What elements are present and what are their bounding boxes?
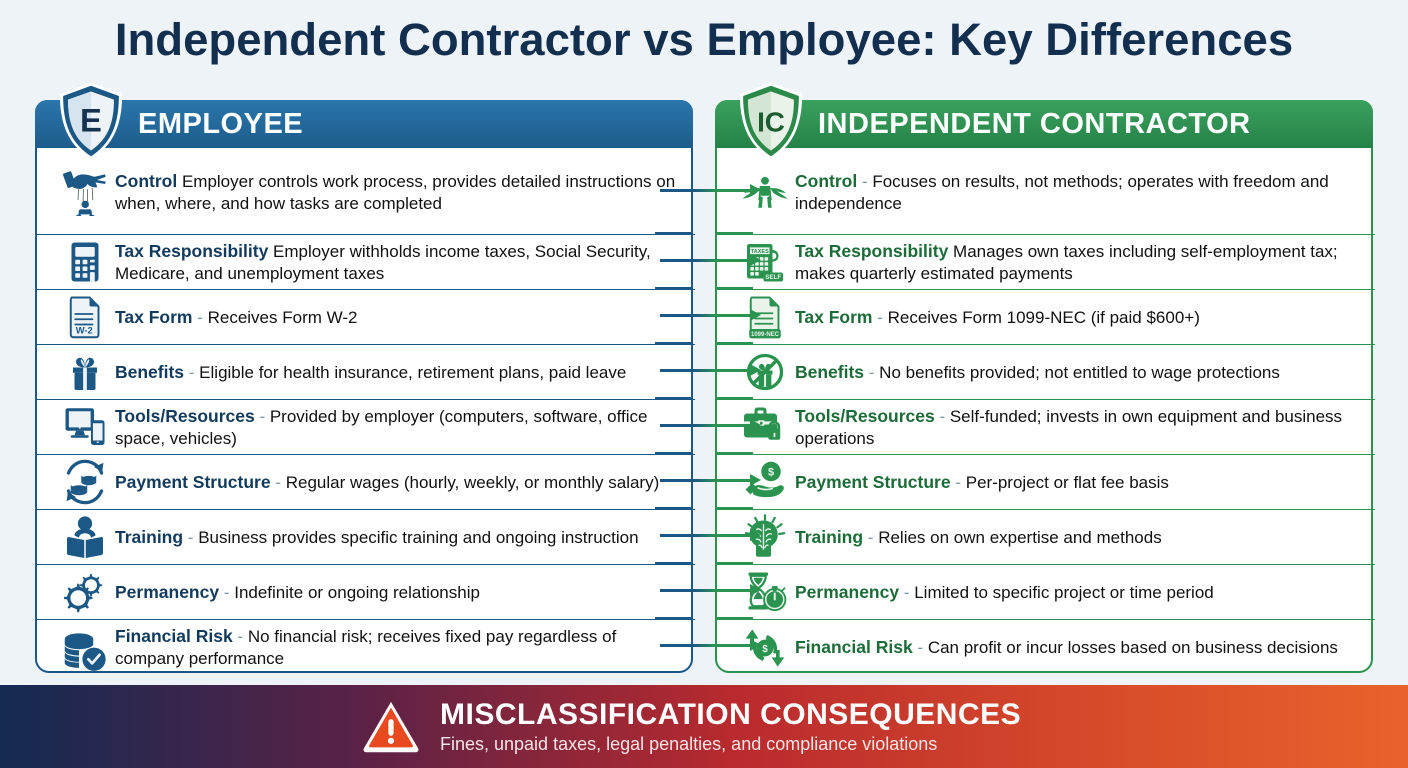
svg-text:E: E — [80, 102, 102, 139]
svg-text:IC: IC — [757, 107, 785, 138]
